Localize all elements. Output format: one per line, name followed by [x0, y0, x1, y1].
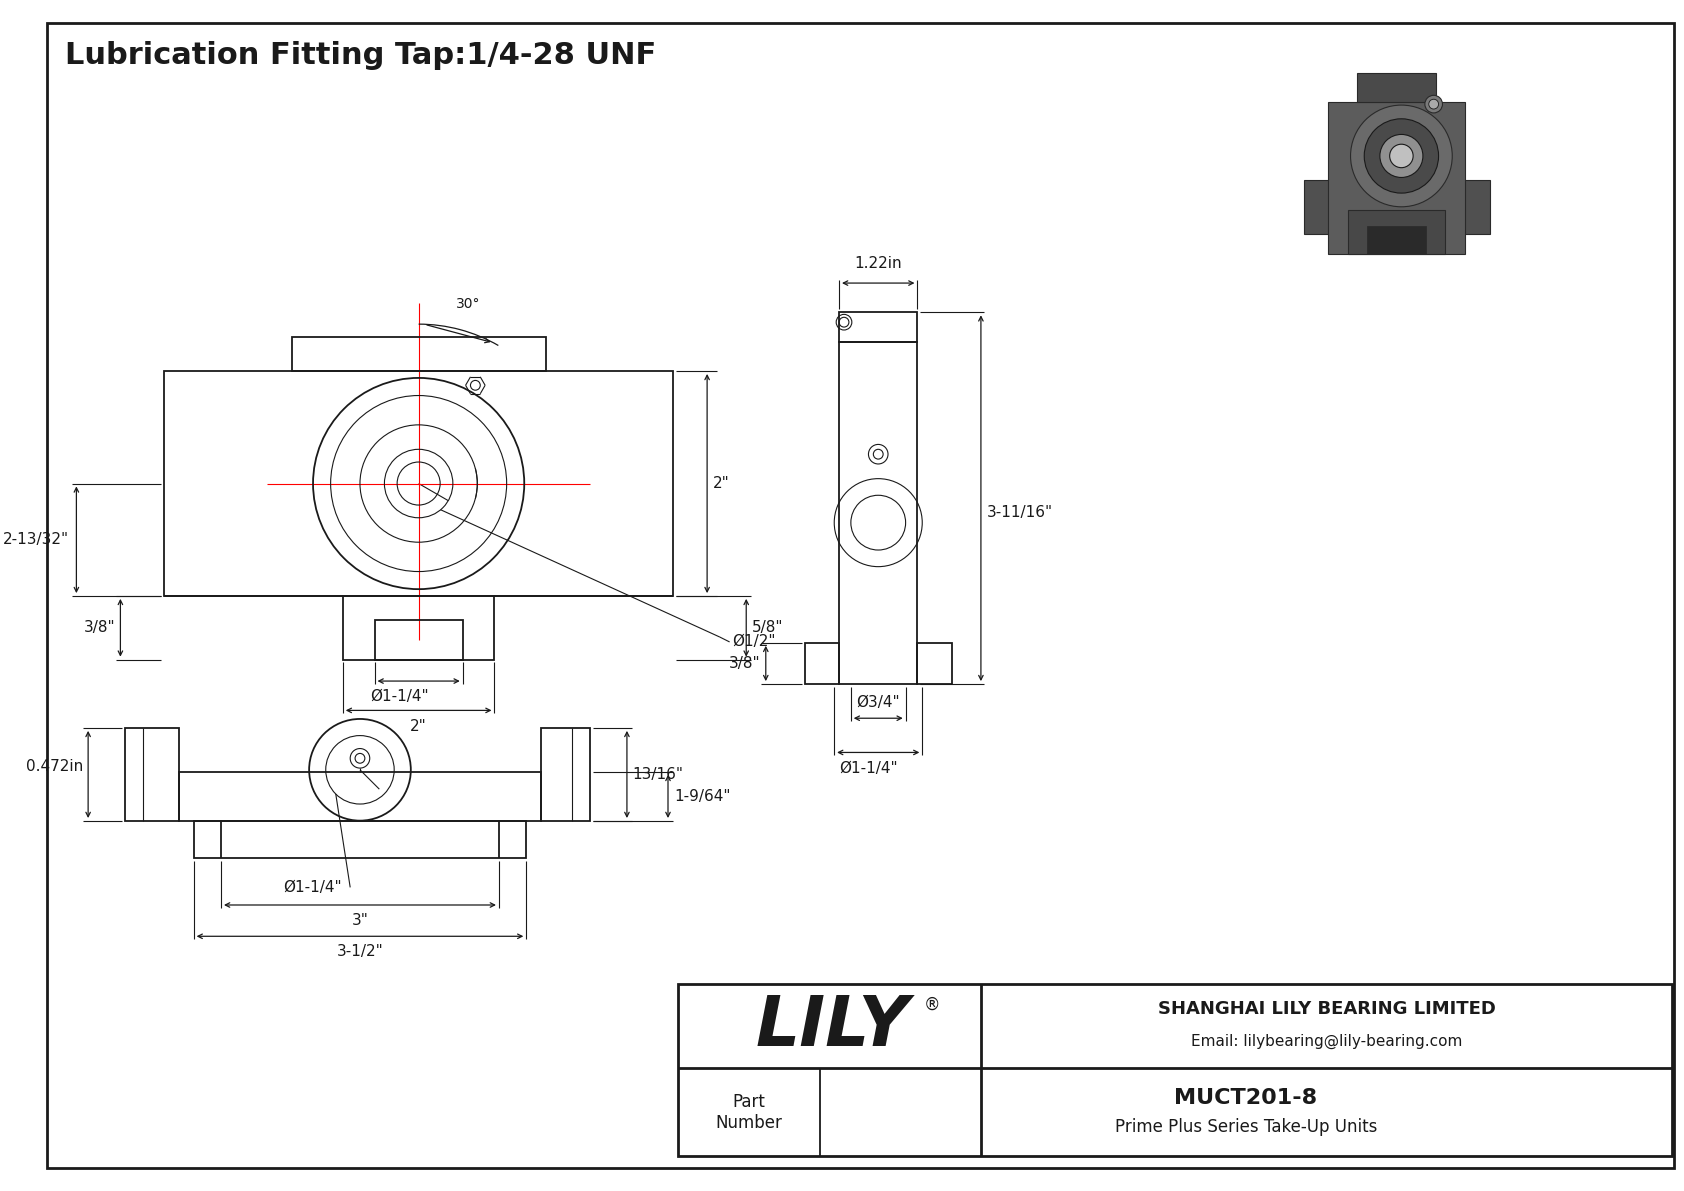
- Bar: [344, 596, 495, 660]
- Text: ®: ®: [925, 996, 941, 1014]
- Text: 3-11/16": 3-11/16": [987, 505, 1052, 520]
- Text: SHANGHAI LILY BEARING LIMITED: SHANGHAI LILY BEARING LIMITED: [1157, 999, 1495, 1017]
- Bar: [1329, 102, 1465, 254]
- Bar: [291, 337, 546, 372]
- Text: 3/8": 3/8": [84, 621, 116, 635]
- Text: 3": 3": [352, 913, 369, 928]
- Text: Prime Plus Series Take-Up Units: Prime Plus Series Take-Up Units: [1115, 1118, 1378, 1136]
- Text: 0.472in: 0.472in: [25, 759, 83, 774]
- Bar: [165, 372, 674, 596]
- Bar: [677, 984, 1672, 1156]
- Text: 1.22in: 1.22in: [854, 256, 903, 272]
- Circle shape: [1428, 99, 1438, 110]
- Bar: [839, 342, 918, 684]
- Bar: [805, 643, 839, 684]
- Text: 5/8": 5/8": [753, 621, 783, 635]
- Bar: [1347, 210, 1445, 254]
- Circle shape: [1364, 119, 1438, 193]
- Text: Email: lilybearing@lily-bearing.com: Email: lilybearing@lily-bearing.com: [1191, 1034, 1462, 1049]
- Bar: [179, 772, 541, 821]
- Text: 2-13/32": 2-13/32": [2, 532, 69, 547]
- Text: Ø1/2": Ø1/2": [733, 635, 776, 649]
- Text: Ø1-1/4": Ø1-1/4": [283, 880, 342, 894]
- Bar: [1463, 180, 1490, 235]
- Text: Ø3/4": Ø3/4": [855, 696, 899, 710]
- Text: Part
Number: Part Number: [716, 1093, 781, 1131]
- Bar: [541, 728, 589, 821]
- Bar: [194, 821, 525, 858]
- Circle shape: [1351, 105, 1452, 207]
- Bar: [1367, 226, 1426, 254]
- Circle shape: [1379, 135, 1423, 177]
- Bar: [839, 312, 918, 342]
- Bar: [374, 621, 463, 660]
- Text: MUCT201-8: MUCT201-8: [1174, 1087, 1317, 1108]
- Text: Ø1-1/4": Ø1-1/4": [839, 761, 898, 775]
- Bar: [1357, 73, 1436, 102]
- Text: 13/16": 13/16": [633, 767, 684, 782]
- Text: 30°: 30°: [456, 298, 480, 311]
- Circle shape: [1425, 95, 1443, 113]
- Text: 3-1/2": 3-1/2": [337, 944, 384, 960]
- Text: LILY: LILY: [756, 993, 909, 1060]
- Bar: [1303, 180, 1330, 235]
- Text: Ø1-1/4": Ø1-1/4": [370, 690, 428, 704]
- Text: 2": 2": [712, 476, 729, 491]
- Text: Lubrication Fitting Tap:1/4-28 UNF: Lubrication Fitting Tap:1/4-28 UNF: [64, 40, 655, 70]
- Circle shape: [1389, 144, 1413, 168]
- Text: 1-9/64": 1-9/64": [674, 788, 731, 804]
- Bar: [125, 728, 179, 821]
- Text: 3/8": 3/8": [729, 656, 761, 671]
- Bar: [918, 643, 951, 684]
- Text: 2": 2": [411, 718, 428, 734]
